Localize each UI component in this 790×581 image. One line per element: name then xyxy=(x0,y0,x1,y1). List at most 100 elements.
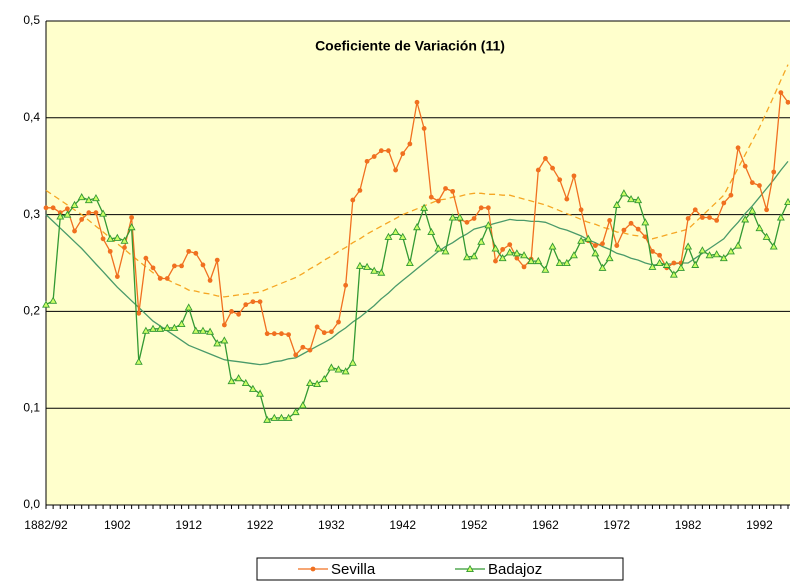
marker xyxy=(149,324,157,332)
marker xyxy=(407,141,413,147)
marker xyxy=(684,242,693,250)
marker xyxy=(227,376,236,385)
trendline xyxy=(45,64,789,298)
marker xyxy=(578,207,584,213)
marker xyxy=(414,99,420,105)
marker xyxy=(100,236,106,242)
marker xyxy=(420,203,429,211)
marker xyxy=(493,258,498,264)
marker xyxy=(321,330,327,336)
marker xyxy=(371,154,377,159)
marker xyxy=(357,188,363,193)
marker xyxy=(106,234,115,242)
marker xyxy=(107,248,113,254)
marker xyxy=(535,167,541,173)
marker xyxy=(621,227,627,233)
legend-marker xyxy=(466,564,474,573)
marker xyxy=(134,357,143,365)
marker xyxy=(441,247,450,255)
x-tick-label: 1922 xyxy=(247,518,274,532)
y-tick-label: 0,3 xyxy=(23,207,40,221)
marker xyxy=(179,263,184,269)
marker xyxy=(286,332,291,338)
x-tick-label: 1962 xyxy=(532,518,559,532)
marker xyxy=(548,242,557,250)
marker xyxy=(50,205,56,211)
marker xyxy=(164,276,170,281)
x-tick-label: 1992 xyxy=(746,518,773,532)
marker xyxy=(386,148,391,154)
marker xyxy=(234,374,243,382)
marker xyxy=(391,227,400,236)
marker xyxy=(534,256,543,265)
marker xyxy=(263,415,272,423)
marker xyxy=(49,296,58,304)
marker xyxy=(436,198,441,204)
marker xyxy=(734,241,743,249)
marker xyxy=(163,323,172,331)
marker xyxy=(655,258,664,267)
marker xyxy=(562,258,571,267)
marker xyxy=(564,196,570,202)
marker xyxy=(749,180,755,186)
marker xyxy=(191,326,200,334)
marker xyxy=(671,260,677,266)
marker xyxy=(592,243,598,248)
marker xyxy=(79,217,85,222)
marker xyxy=(628,220,634,226)
marker xyxy=(186,248,192,254)
marker xyxy=(207,278,213,283)
marker xyxy=(348,358,357,366)
marker xyxy=(455,213,464,221)
marker xyxy=(284,413,293,421)
marker xyxy=(470,252,479,260)
marker xyxy=(114,274,120,279)
marker xyxy=(477,237,486,245)
marker xyxy=(571,173,577,179)
marker xyxy=(521,264,527,270)
marker xyxy=(505,248,514,256)
marker xyxy=(669,270,678,278)
marker xyxy=(726,247,735,255)
marker xyxy=(377,268,386,276)
marker xyxy=(714,218,720,223)
marker xyxy=(256,389,265,397)
marker xyxy=(719,254,728,262)
marker xyxy=(641,218,650,226)
x-tick-label: 1912 xyxy=(175,518,202,532)
y-tick-label: 0,4 xyxy=(23,110,40,124)
marker xyxy=(520,251,528,259)
marker xyxy=(193,250,199,256)
marker xyxy=(279,331,284,337)
marker xyxy=(741,215,750,223)
legend-marker xyxy=(310,566,316,572)
marker xyxy=(764,207,769,213)
marker xyxy=(200,262,206,268)
marker xyxy=(507,242,513,248)
marker xyxy=(378,148,384,154)
marker xyxy=(72,228,77,234)
marker xyxy=(569,251,578,259)
marker xyxy=(607,218,613,223)
y-tick-label: 0,0 xyxy=(23,497,40,511)
x-tick-label: 1932 xyxy=(318,518,345,532)
marker xyxy=(271,331,277,337)
marker xyxy=(413,223,421,231)
marker xyxy=(755,224,764,232)
marker xyxy=(605,254,614,262)
marker xyxy=(236,311,242,317)
marker xyxy=(614,243,620,248)
marker xyxy=(642,234,648,240)
marker xyxy=(555,258,564,267)
marker xyxy=(612,200,621,208)
legend-label: Badajoz xyxy=(488,561,542,578)
marker xyxy=(757,183,762,188)
marker xyxy=(699,215,705,220)
marker xyxy=(627,194,636,203)
marker xyxy=(600,241,605,247)
marker xyxy=(721,200,727,206)
marker xyxy=(264,331,270,337)
marker xyxy=(213,339,222,347)
marker xyxy=(762,232,771,240)
